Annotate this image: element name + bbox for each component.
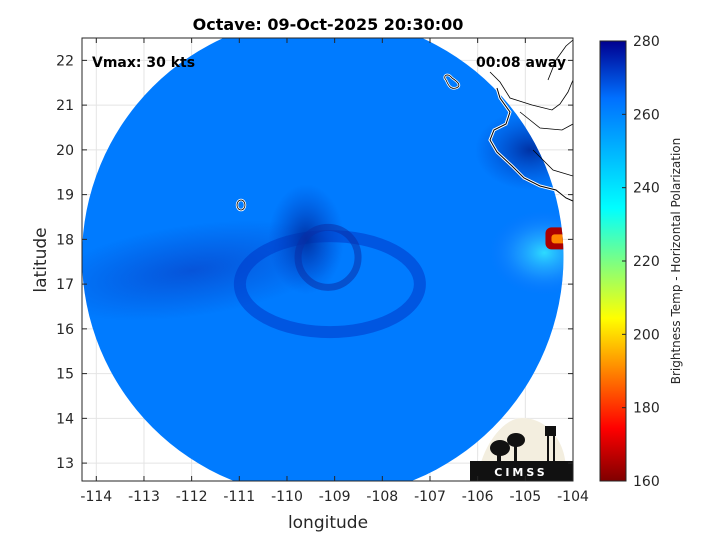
y-tick-label: 20	[56, 143, 74, 159]
x-ticks: -114 -113 -112 -111 -110 -109 -108 -107 -106 -105…	[80, 38, 589, 505]
brightness-temp-swath	[82, 38, 564, 481]
colorbar-ticks: 160 180 200 220 240 260 280	[622, 34, 660, 490]
colorbar-label: Brightness Temp - Horizontal Polarizatio…	[669, 138, 683, 385]
axes-frame	[81, 37, 574, 482]
y-tick-label: 15	[56, 367, 74, 383]
y-tick-label: 13	[56, 456, 74, 472]
colorbar-tick-label: 260	[633, 107, 660, 123]
time-away-annotation: 00:08 away	[476, 55, 566, 71]
colorbar-tick-label: 280	[633, 34, 660, 50]
x-tick-label: -111	[223, 489, 255, 505]
y-ticks: 13 14 15 16 17 18 19 20 21 22	[56, 53, 573, 472]
y-tick-label: 16	[56, 322, 74, 338]
x-axis-label: longitude	[288, 513, 368, 533]
y-tick-label: 22	[56, 53, 74, 69]
vmax-annotation: Vmax: 30 kts	[92, 55, 195, 71]
colorbar-tick-label: 240	[633, 181, 660, 197]
x-tick-label: -110	[271, 489, 303, 505]
x-tick-label: -106	[462, 489, 494, 505]
feature-coastal-cyan	[489, 210, 564, 295]
x-tick-label: -109	[319, 489, 351, 505]
y-tick-label: 21	[56, 98, 74, 114]
y-tick-label: 18	[56, 232, 74, 248]
feature-coastal-warm	[551, 234, 564, 244]
x-tick-label: -105	[509, 489, 541, 505]
y-tick-label: 14	[56, 411, 74, 427]
x-tick-label: -114	[80, 489, 112, 505]
feature-eye-ring	[294, 223, 362, 291]
x-tick-label: -112	[176, 489, 208, 505]
x-tick-label: -104	[557, 489, 589, 505]
colorbar-tick-label: 200	[633, 327, 660, 343]
colorbar-tick-label: 220	[633, 254, 660, 270]
x-tick-label: -113	[128, 489, 160, 505]
x-tick-label: -108	[366, 489, 398, 505]
coastline	[235, 39, 573, 212]
y-tick-label: 19	[56, 188, 74, 204]
logo-text: CIMSS	[494, 466, 547, 479]
chart-title: Octave: 09-Oct-2025 20:30:00	[193, 15, 464, 34]
x-tick-label: -107	[414, 489, 446, 505]
y-axis-label: latitude	[31, 227, 51, 292]
colorbar-tick-label: 160	[633, 474, 660, 490]
cimss-logo: CIMSS	[470, 418, 573, 506]
colorbar-tick-label: 180	[633, 401, 660, 417]
y-tick-label: 17	[56, 277, 74, 293]
